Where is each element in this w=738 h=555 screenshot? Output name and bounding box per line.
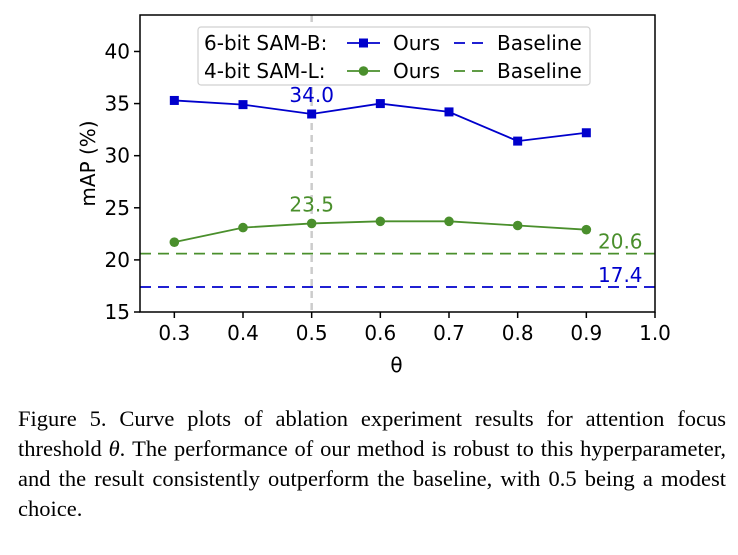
x-tick-label: 0.4 — [227, 321, 259, 345]
x-tick-label: 0.3 — [158, 321, 190, 345]
data-label: 34.0 — [289, 83, 334, 107]
legend-entry-label: Ours — [393, 31, 440, 55]
y-axis-label: mAP (%) — [76, 120, 100, 206]
caption-text-end: . The performance of our method is robus… — [18, 436, 726, 521]
chart-legend: 6-bit SAM-B: Ours Baseline 4-bit SAM-L: Ours… — [197, 26, 591, 86]
y-tick-label: 25 — [105, 196, 130, 220]
data-point-sam_b_ours — [581, 128, 591, 138]
data-point-sam_b_ours — [444, 107, 454, 117]
x-tick-label: 0.9 — [570, 321, 602, 345]
plot-frame — [139, 14, 656, 313]
legend-marker — [359, 38, 368, 48]
data-label: 20.6 — [598, 230, 643, 254]
y-tick-label: 35 — [105, 92, 130, 116]
x-tick-label: 0.6 — [364, 321, 396, 345]
x-tick-label: 1.0 — [639, 321, 671, 345]
legend-entry-label: Baseline — [497, 59, 582, 83]
data-point-sam_b_ours — [375, 99, 385, 109]
x-tick-label: 0.5 — [296, 321, 328, 345]
data-point-sam_b_ours — [238, 100, 248, 110]
data-point-sam_b_ours — [169, 95, 179, 105]
data-point-sam_l_ours — [581, 224, 592, 235]
data-point-sam_b_ours — [513, 136, 523, 146]
caption-text-start: Figure 5. Curve plots of ablation experi… — [18, 406, 726, 461]
data-point-sam_l_ours — [169, 237, 180, 247]
data-point-sam_l_ours — [444, 216, 454, 227]
caption-theta-symbol: θ — [108, 436, 120, 461]
data-point-sam_l_ours — [375, 216, 386, 227]
legend-box — [197, 26, 591, 86]
legend-entry-label: Ours — [393, 59, 440, 83]
y-tick-label: 30 — [105, 144, 130, 168]
data-point-sam_b_ours — [307, 109, 317, 119]
data-label: 23.5 — [289, 192, 334, 216]
data-label: 17.4 — [598, 263, 643, 287]
figure-caption: Figure 5. Curve plots of ablation experi… — [18, 404, 726, 524]
x-tick-label: 0.8 — [502, 321, 534, 345]
y-tick-label: 15 — [105, 300, 130, 324]
x-tick-label: 0.7 — [433, 321, 465, 345]
y-tick-label: 40 — [105, 39, 130, 63]
data-point-sam_l_ours — [512, 220, 523, 231]
data-point-sam_l_ours — [238, 222, 248, 233]
legend-marker — [358, 66, 369, 76]
legend-group-label: 6-bit SAM-B: — [204, 31, 327, 55]
y-tick-label: 20 — [105, 248, 130, 272]
line-chart: 0.3 0.4 0.5 0.6 0.7 0.8 0.9 1.0 15 20 25 30 35 40 θ mAP… — [76, 14, 671, 377]
data-point-sam_l_ours — [306, 218, 317, 229]
x-axis-label: θ — [390, 353, 402, 377]
legend-entry-label: Baseline — [497, 31, 582, 55]
legend-group-label: 4-bit SAM-L: — [204, 59, 326, 83]
